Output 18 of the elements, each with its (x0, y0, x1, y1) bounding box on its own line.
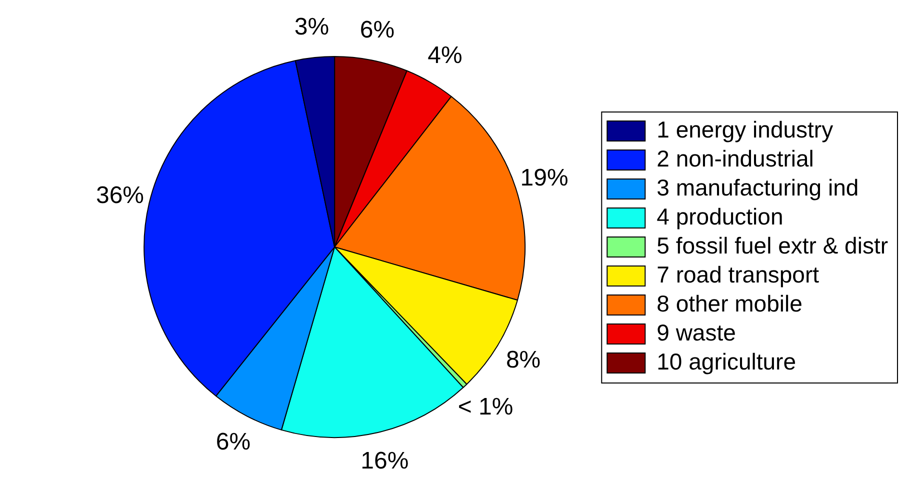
legend-label: 7 road transport (656, 261, 820, 288)
data-label: < 1% (458, 393, 514, 420)
data-label: 8% (506, 346, 541, 374)
legend-label: 3 manufacturing ind (656, 174, 859, 200)
legend-label: 2 non-industrial (656, 145, 814, 172)
data-label: 36% (96, 182, 144, 209)
legend-label: 8 other mobile (656, 290, 802, 316)
legend-label: 4 production (656, 203, 784, 230)
data-label: 6% (216, 428, 251, 456)
legend-label: 9 waste (656, 319, 736, 346)
legend-label: 5 fossil fuel extr & distr (656, 232, 888, 258)
data-label: 3% (294, 13, 330, 40)
data-label: 4% (428, 42, 462, 69)
data-label: 16% (360, 447, 409, 474)
data-label: 19% (520, 164, 568, 192)
data-label: 6% (360, 16, 395, 44)
legend-label: 10 agriculture (656, 348, 796, 374)
legend-label: 1 energy industry (656, 116, 834, 142)
